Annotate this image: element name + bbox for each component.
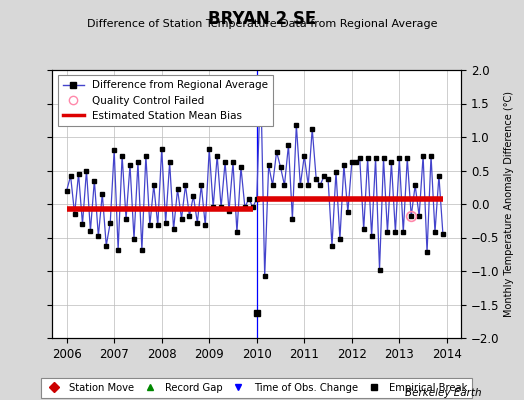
Text: BRYAN 2 SE: BRYAN 2 SE: [208, 10, 316, 28]
Legend: Station Move, Record Gap, Time of Obs. Change, Empirical Break: Station Move, Record Gap, Time of Obs. C…: [41, 378, 472, 398]
Text: Difference of Station Temperature Data from Regional Average: Difference of Station Temperature Data f…: [87, 19, 437, 29]
Text: Berkeley Earth: Berkeley Earth: [406, 388, 482, 398]
Y-axis label: Monthly Temperature Anomaly Difference (°C): Monthly Temperature Anomaly Difference (…: [504, 91, 514, 317]
